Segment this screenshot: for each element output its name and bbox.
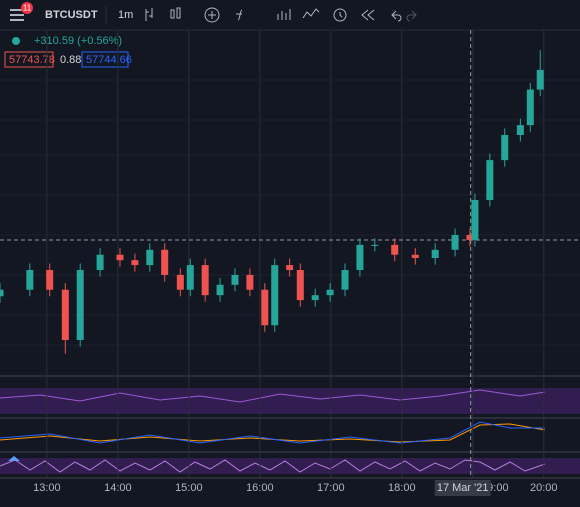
indicator-icon[interactable] <box>8 456 20 461</box>
x-tick-label: 13:00 <box>33 482 61 494</box>
rsi-line <box>0 459 546 473</box>
candle-body <box>246 274 254 290</box>
candle-body <box>341 270 349 290</box>
candle-body <box>76 270 84 341</box>
candle-body <box>326 289 334 296</box>
status-dot <box>12 37 20 45</box>
candle-body <box>271 265 279 326</box>
candle-body <box>231 274 239 285</box>
candle-body <box>46 270 54 290</box>
bid: 57743.78 <box>9 54 55 66</box>
rsi-band <box>0 458 580 474</box>
candle-body <box>526 89 534 126</box>
x-tick-label: 15:00 <box>175 482 203 494</box>
toolbar-icons[interactable] <box>145 7 417 23</box>
candle-body <box>501 134 509 161</box>
x-tick-label: 20:00 <box>530 482 558 494</box>
candle-body <box>176 274 184 290</box>
candle-body <box>201 265 209 296</box>
macd-line <box>0 421 545 444</box>
candle-body <box>391 244 399 255</box>
candle-body <box>161 249 169 275</box>
crosshair-label: 17 Mar '21 <box>437 482 489 494</box>
candle-body <box>261 289 269 326</box>
candle-body <box>61 289 69 341</box>
candle-body <box>431 249 439 258</box>
candle-body <box>451 235 459 250</box>
candle-body <box>26 270 34 290</box>
change: +310.59 (+0.56%) <box>34 35 122 47</box>
symbol[interactable]: BTCUSDT <box>45 9 98 21</box>
bid-box[interactable] <box>4 51 54 68</box>
crosshair-label-box <box>434 480 491 496</box>
x-tick-label: 14:00 <box>104 482 132 494</box>
candle-body <box>216 284 224 296</box>
candle-body <box>296 270 304 301</box>
interval[interactable]: 1m <box>118 9 133 21</box>
badge <box>21 2 33 14</box>
candle-body <box>471 200 479 240</box>
candle-body <box>411 254 419 258</box>
candle-body <box>96 254 104 271</box>
x-tick-label: 17:00 <box>317 482 345 494</box>
volume-pane-band <box>0 388 580 414</box>
candle-body <box>466 235 474 240</box>
candle-body <box>356 244 364 271</box>
candle-body <box>536 69 544 90</box>
x-tick-label: 16:00 <box>246 482 274 494</box>
candle-body <box>286 265 294 271</box>
spread: 0.88 <box>60 54 81 66</box>
candle-body <box>186 265 194 290</box>
ask: 57744.66 <box>86 54 132 66</box>
candle-body <box>516 125 524 135</box>
candle-body <box>311 295 319 301</box>
badge-count: 11 <box>23 4 32 13</box>
candle-body <box>371 244 379 246</box>
macd-signal <box>0 423 546 443</box>
volume-line <box>0 389 546 403</box>
candle-body <box>146 249 154 266</box>
chart: 13:00 14:00 15:00 16:00 17:00 18:00 19:00 20:00… <box>0 30 580 496</box>
x-tick-label: 18:00 <box>388 482 416 494</box>
candle-body <box>486 160 494 201</box>
candle-body <box>0 289 4 297</box>
menu-button[interactable] <box>10 9 24 21</box>
candle-body <box>116 254 124 261</box>
ask-box[interactable] <box>81 51 129 68</box>
candle-body <box>131 260 139 266</box>
